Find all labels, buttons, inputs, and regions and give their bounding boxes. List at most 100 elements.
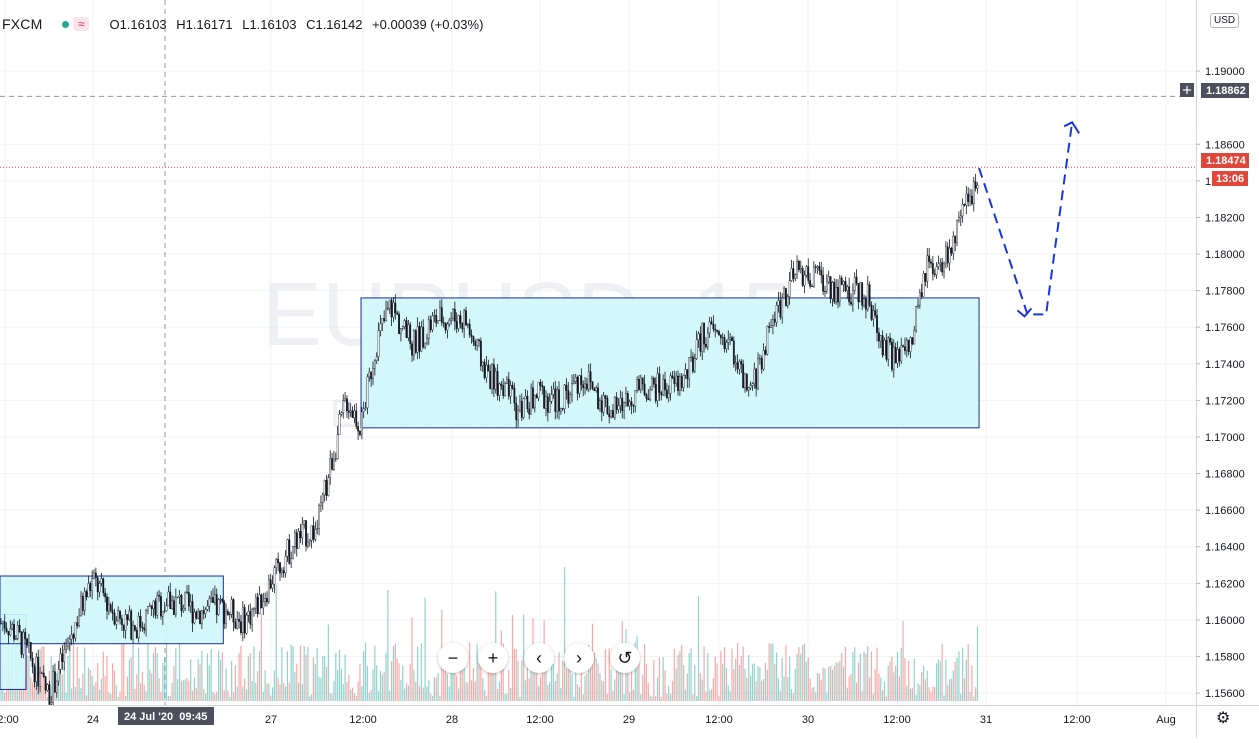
candle-body-250 xyxy=(465,310,467,326)
volume-bar-335 xyxy=(623,693,625,701)
volume-bar-302 xyxy=(562,661,564,701)
time-tick-label-9: 12:00 xyxy=(883,714,911,726)
volume-bar-521 xyxy=(969,691,971,701)
candle-body-322 xyxy=(599,400,601,409)
volume-bar-209 xyxy=(389,690,391,701)
candle-body-448 xyxy=(833,282,836,303)
reset-chart-button[interactable]: ↺ xyxy=(610,643,640,673)
volume-bar-165 xyxy=(307,647,309,701)
volume-bar-78 xyxy=(145,691,147,701)
volume-bar-52 xyxy=(97,662,99,701)
candle-body-331 xyxy=(615,397,618,410)
volume-bar-155 xyxy=(288,682,290,701)
candle-body-381 xyxy=(708,321,711,334)
candle-body-209 xyxy=(388,299,391,309)
candle-body-514 xyxy=(956,220,958,244)
scroll-left-button[interactable]: ‹ xyxy=(524,643,554,673)
candle-body-367 xyxy=(682,375,685,388)
zoom-in-button[interactable]: + xyxy=(478,643,508,673)
volume-bar-465 xyxy=(865,653,867,701)
volume-bar-436 xyxy=(811,687,813,701)
candle-body-37 xyxy=(68,638,71,644)
candle-body-336 xyxy=(625,393,627,404)
volume-bar-311 xyxy=(578,687,581,701)
crosshair-plus-icon[interactable] xyxy=(1180,83,1194,97)
candle-body-80 xyxy=(148,605,151,607)
volume-bar-47 xyxy=(87,667,90,701)
volume-bar-63 xyxy=(117,696,119,701)
candle-body-114 xyxy=(212,597,214,604)
projection-path[interactable] xyxy=(978,121,1080,318)
volume-bar-118 xyxy=(219,659,222,701)
candle-body-479 xyxy=(891,341,893,370)
volume-bar-431 xyxy=(802,645,804,701)
candle-body-305 xyxy=(567,390,570,404)
volume-bar-326 xyxy=(606,693,608,701)
zoom-out-button[interactable]: − xyxy=(438,643,468,673)
candle-body-122 xyxy=(227,611,229,615)
candle-body-164 xyxy=(305,520,307,547)
volume-bar-65 xyxy=(121,644,123,701)
volume-bar-100 xyxy=(186,678,188,701)
scroll-right-button[interactable]: › xyxy=(564,643,594,673)
candle-body-180 xyxy=(334,458,337,460)
volume-bar-132 xyxy=(245,689,248,701)
candle-body-487 xyxy=(905,339,908,351)
indicator-wave-icon[interactable]: ≈ xyxy=(73,17,90,31)
candle-body-32 xyxy=(59,653,62,670)
volume-bar-330 xyxy=(614,679,616,701)
candle-body-475 xyxy=(883,340,886,356)
symbol-source[interactable]: FXCM xyxy=(2,16,43,32)
candle-body-512 xyxy=(952,235,955,254)
volume-bar-448 xyxy=(833,666,835,701)
candle-body-91 xyxy=(169,591,172,609)
price-axis[interactable]: 1.15600 1.15800 1.16000 1.16200 1.16400 1.166… xyxy=(1196,0,1259,705)
candle-body-147 xyxy=(273,567,276,585)
volume-bar-476 xyxy=(885,696,887,701)
volume-bar-201 xyxy=(374,645,376,701)
volume-bar-474 xyxy=(882,690,884,701)
volume-bar-316 xyxy=(588,644,590,701)
settings-gear-icon[interactable]: ⚙ xyxy=(1216,710,1231,727)
candle-body-173 xyxy=(321,494,324,503)
volume-bar-161 xyxy=(299,645,302,701)
candle-body-134 xyxy=(249,611,252,625)
candle-body-504 xyxy=(937,263,940,267)
candle-body-486 xyxy=(904,346,906,351)
volume-bar-323 xyxy=(601,680,603,701)
volume-bar-13 xyxy=(24,682,26,701)
candle-body-96 xyxy=(178,595,181,598)
candle-body-201 xyxy=(373,360,376,369)
volume-bar-256 xyxy=(476,644,478,701)
time-tick-label-3: 12:00 xyxy=(349,714,377,726)
volume-bar-390 xyxy=(725,667,727,701)
candle-body-38 xyxy=(70,634,73,640)
currency-badge[interactable]: USD xyxy=(1210,13,1240,28)
volume-bar-464 xyxy=(863,651,865,701)
candle-body-260 xyxy=(483,361,486,378)
candle-body-92 xyxy=(171,600,174,609)
volume-bar-507 xyxy=(943,695,945,701)
volume-bar-277 xyxy=(515,649,517,701)
volume-bar-293 xyxy=(545,665,547,701)
volume-bar-401 xyxy=(746,677,748,701)
volume-bar-192 xyxy=(357,681,359,701)
candle-body-467 xyxy=(868,284,871,306)
volume-bar-235 xyxy=(437,673,439,701)
volume-bar-167 xyxy=(311,694,313,701)
candle-body-480 xyxy=(892,346,895,370)
candles xyxy=(0,173,979,709)
candle-body-466 xyxy=(866,284,869,310)
candle-body-211 xyxy=(392,302,395,318)
market-status-dot-icon[interactable] xyxy=(62,20,70,28)
volume-bar-495 xyxy=(921,671,923,701)
rectangle-drawings[interactable] xyxy=(0,297,980,690)
volume-bar-156 xyxy=(290,644,292,701)
candle-body-412 xyxy=(766,326,769,355)
candle-body-321 xyxy=(597,387,599,409)
candle-body-35 xyxy=(65,645,68,650)
candle-body-490 xyxy=(911,337,914,345)
volume-bar-103 xyxy=(191,690,194,701)
